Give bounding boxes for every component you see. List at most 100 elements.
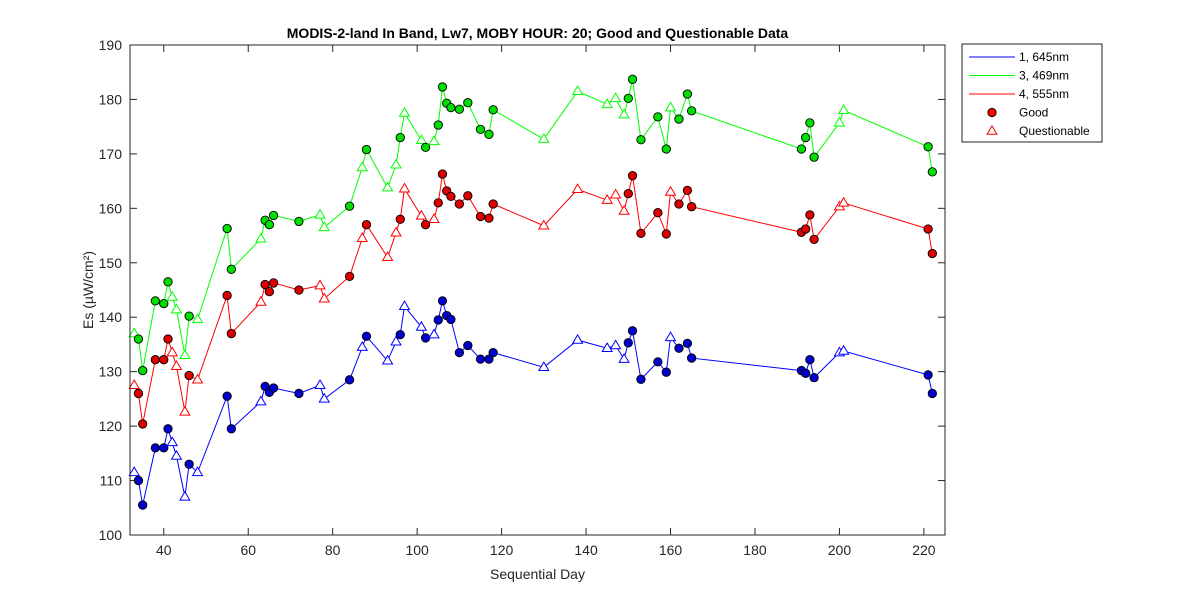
data-point-good — [623, 338, 633, 348]
data-point-questionable — [255, 395, 267, 406]
data-point-good — [686, 106, 697, 116]
data-point-good — [446, 102, 456, 113]
y-tick-label: 150 — [99, 255, 123, 271]
x-tick-label: 120 — [490, 542, 514, 558]
legend-label: Questionable — [1019, 124, 1090, 138]
data-point-good — [682, 89, 693, 99]
data-point-good — [420, 220, 431, 230]
data-point-good — [433, 120, 443, 130]
data-point-questionable — [128, 466, 141, 477]
data-point-good — [636, 135, 646, 145]
y-tick-label: 190 — [99, 37, 123, 53]
x-tick-label: 140 — [574, 542, 598, 558]
data-point-good — [682, 338, 693, 349]
data-point-questionable — [170, 449, 183, 460]
data-point-questionable — [601, 98, 613, 109]
data-point-questionable — [381, 251, 394, 262]
data-point-good — [184, 459, 194, 469]
data-point-good — [163, 424, 173, 434]
data-point-good — [138, 419, 148, 429]
data-point-questionable — [415, 134, 428, 144]
data-point-questionable — [191, 466, 204, 477]
data-point-good — [294, 285, 304, 295]
data-point-good — [454, 199, 465, 209]
data-point-good — [361, 144, 372, 155]
data-point-good — [796, 144, 807, 154]
data-point-good — [686, 202, 697, 212]
data-point-good — [268, 278, 279, 288]
data-point-questionable — [571, 85, 584, 95]
data-point-good — [437, 169, 448, 179]
data-point-good — [927, 388, 937, 399]
y-tick-label: 140 — [99, 309, 123, 325]
series-2 — [128, 74, 937, 376]
data-point-good — [463, 340, 473, 351]
legend-label: Good — [1019, 106, 1048, 120]
data-point-good — [150, 443, 160, 453]
data-point-good — [636, 228, 646, 239]
data-point-questionable — [415, 209, 428, 220]
legend-item: 1, 645nm — [969, 50, 1069, 64]
data-point-good — [226, 424, 236, 434]
data-point-questionable — [381, 181, 394, 192]
data-point-good — [264, 220, 275, 230]
data-point-good — [636, 374, 646, 384]
y-tick-label: 180 — [99, 91, 123, 107]
data-point-questionable — [390, 226, 402, 237]
legend-label: 3, 469nm — [1019, 69, 1069, 83]
plot-area — [130, 45, 945, 535]
legend-item: Good — [987, 106, 1048, 120]
x-tick-label: 100 — [405, 542, 429, 558]
data-point-good — [361, 331, 372, 341]
data-point-good — [138, 500, 148, 510]
data-point-good — [627, 171, 638, 181]
data-point-questionable — [428, 328, 440, 339]
data-point-good — [805, 210, 815, 220]
data-point-questionable — [179, 349, 191, 360]
series-3 — [128, 169, 937, 429]
y-tick-label: 160 — [99, 200, 123, 216]
data-point-good — [446, 314, 456, 325]
data-point-good — [395, 214, 405, 224]
legend-label: 4, 555nm — [1019, 87, 1069, 101]
data-point-good — [222, 223, 232, 234]
data-point-good — [268, 383, 279, 393]
data-point-good — [674, 114, 684, 124]
data-point-good — [226, 328, 236, 339]
data-point-questionable — [318, 392, 331, 403]
data-point-good — [927, 167, 937, 177]
data-point-questionable — [166, 436, 179, 447]
data-point-good — [184, 311, 194, 321]
data-point-good — [800, 132, 811, 143]
x-axis-label: Sequential Day — [490, 566, 585, 582]
data-point-good — [653, 357, 663, 367]
data-point-good — [484, 129, 494, 139]
data-point-good — [923, 224, 933, 234]
data-point-good — [446, 191, 456, 202]
data-point-good — [623, 188, 633, 199]
data-point-good — [294, 388, 304, 399]
data-point-good — [661, 144, 671, 154]
data-point-good — [809, 234, 819, 245]
x-tick-label: 160 — [659, 542, 683, 558]
data-point-good — [150, 296, 160, 306]
data-point-good — [433, 315, 443, 325]
data-point-good — [138, 365, 148, 376]
data-point-questionable — [664, 331, 677, 342]
data-point-good — [294, 216, 304, 227]
data-point-good — [661, 229, 671, 239]
data-point-questionable — [601, 193, 613, 204]
y-axis-label: Es (µW/cm²) — [80, 251, 96, 329]
data-point-good — [159, 443, 169, 453]
data-point-good — [222, 290, 232, 301]
data-point-good — [805, 355, 815, 365]
data-point-good — [923, 370, 933, 380]
legend-item: 4, 555nm — [969, 87, 1069, 101]
data-point-questionable — [170, 303, 183, 314]
data-point-good — [927, 248, 937, 259]
data-point-questionable — [314, 279, 326, 290]
data-point-questionable — [179, 405, 191, 416]
data-point-good — [674, 199, 684, 209]
data-point-good — [653, 112, 663, 122]
data-point-questionable — [398, 106, 411, 117]
